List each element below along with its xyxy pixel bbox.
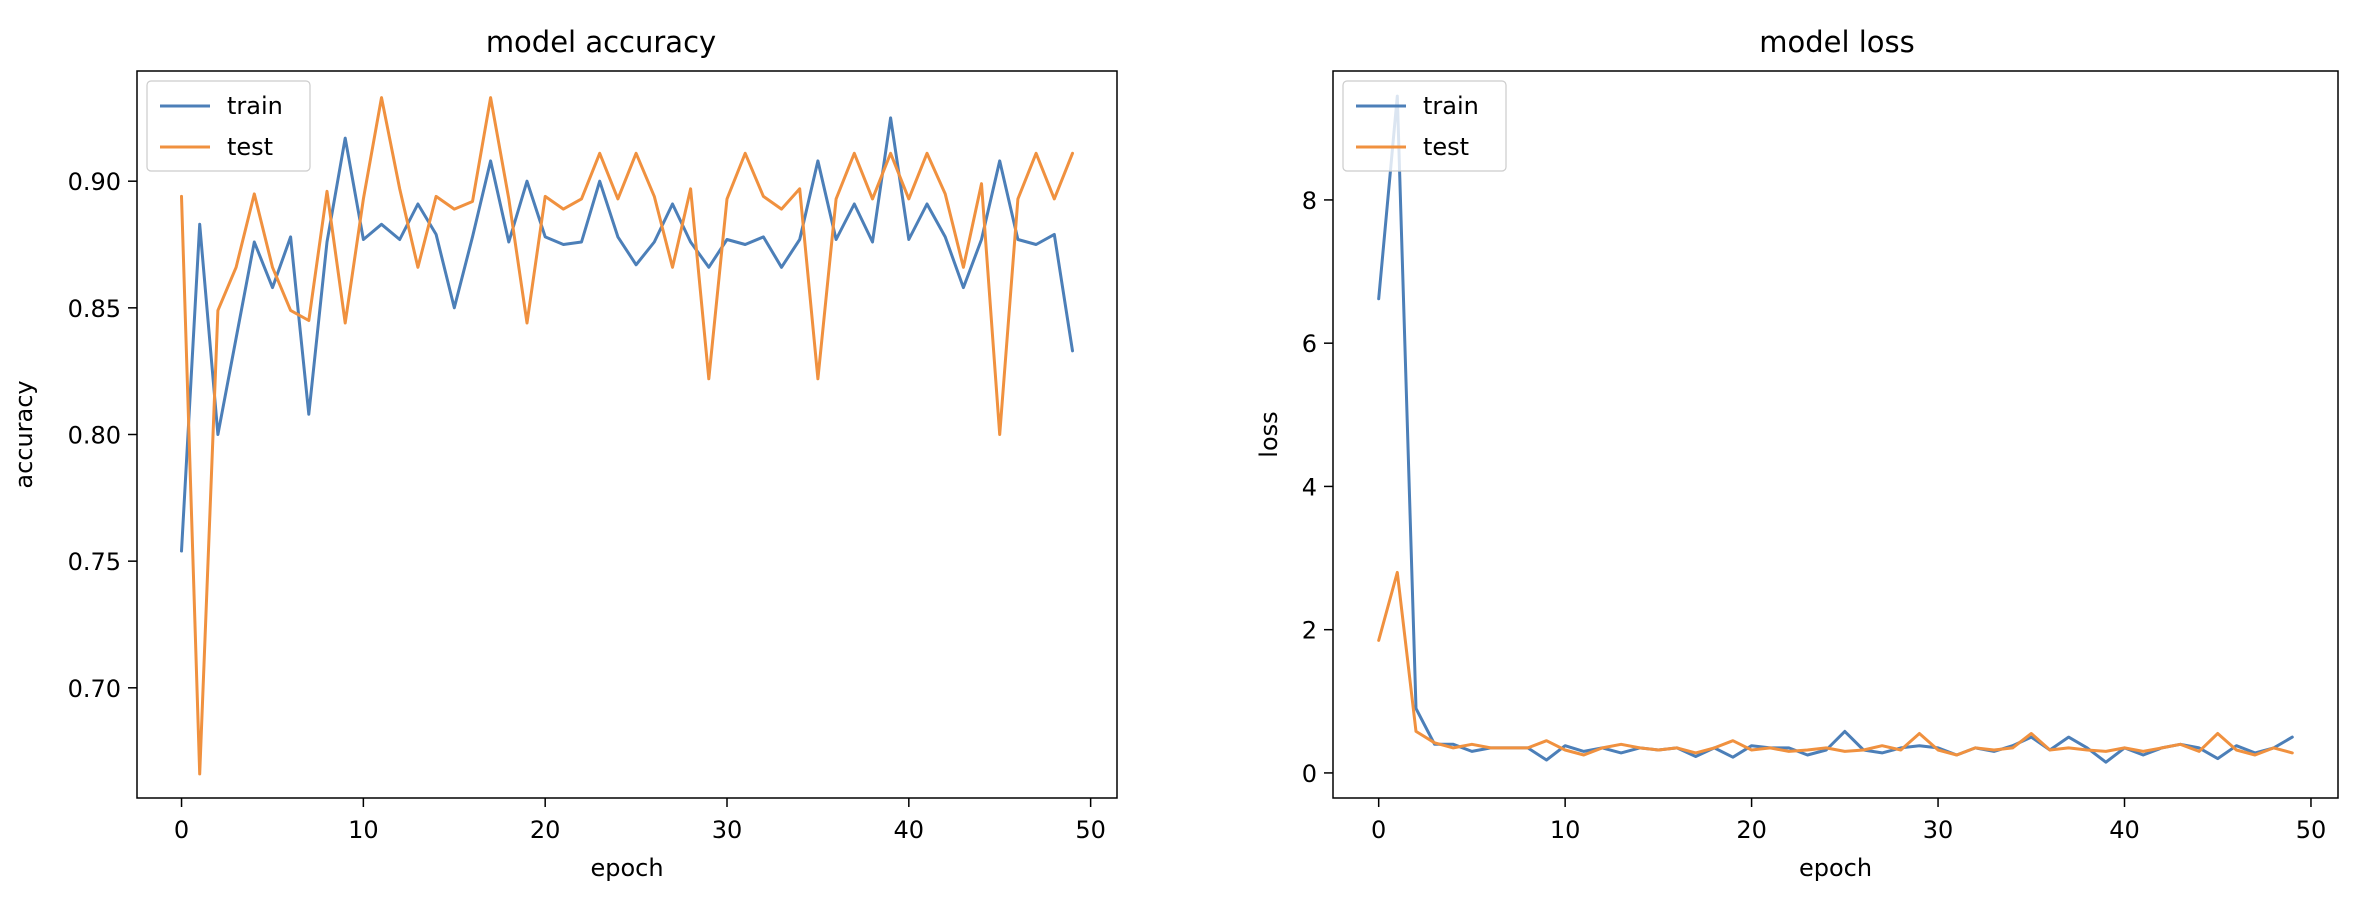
x-tick-label: 10 (1550, 816, 1581, 844)
x-tick-label: 30 (1923, 816, 1954, 844)
y-tick-label: 8 (1302, 187, 1317, 215)
x-tick-label: 50 (2296, 816, 2327, 844)
y-tick-label: 6 (1302, 330, 1317, 358)
series-line-test (180, 96, 1074, 776)
chart-title: model loss (1759, 25, 1915, 59)
x-tick-label: 10 (348, 816, 379, 844)
legend-label-train: train (227, 92, 283, 120)
axes-frame (1332, 70, 2339, 799)
x-tick-label: 0 (174, 816, 189, 844)
x-tick-label: 20 (1736, 816, 1767, 844)
y-tick-label: 2 (1302, 617, 1317, 645)
x-tick-label: 20 (530, 816, 561, 844)
x-tick-label: 40 (894, 816, 925, 844)
y-tick-label: 0.70 (68, 675, 121, 703)
legend: train test (1342, 80, 1507, 172)
series-line-train (1377, 94, 2294, 764)
y-tick-label: 0.90 (68, 168, 121, 196)
x-tick-label: 0 (1371, 816, 1386, 844)
y-tick-label: 4 (1302, 473, 1317, 501)
y-tick-label: 0 (1302, 760, 1317, 788)
chart-title: model accuracy (486, 25, 716, 59)
x-tick-label: 50 (1075, 816, 1106, 844)
legend-label-test: test (1423, 133, 1469, 161)
x-tick-label: 40 (2109, 816, 2140, 844)
y-tick-label: 0.75 (68, 548, 121, 576)
series-line-train (180, 116, 1074, 553)
x-axis-label: epoch (590, 854, 663, 882)
series-line-test (1377, 570, 2294, 757)
legend: train test (146, 80, 311, 172)
x-tick-label: 30 (712, 816, 743, 844)
loss-chart: model loss 0 10 20 30 40 50 0 2 4 6 8 epoch loss trai… (1255, 25, 2339, 882)
accuracy-chart: model accuracy 0 10 20 30 40 50 0.70 0.75 0.80 0.… (10, 25, 1118, 882)
x-axis-label: epoch (1799, 854, 1872, 882)
legend-label-test: test (227, 133, 273, 161)
legend-label-train: train (1423, 92, 1479, 120)
y-axis-label: loss (1255, 411, 1283, 457)
y-tick-label: 0.80 (68, 422, 121, 450)
y-axis-label: accuracy (10, 380, 38, 488)
y-tick-label: 0.85 (68, 295, 121, 323)
